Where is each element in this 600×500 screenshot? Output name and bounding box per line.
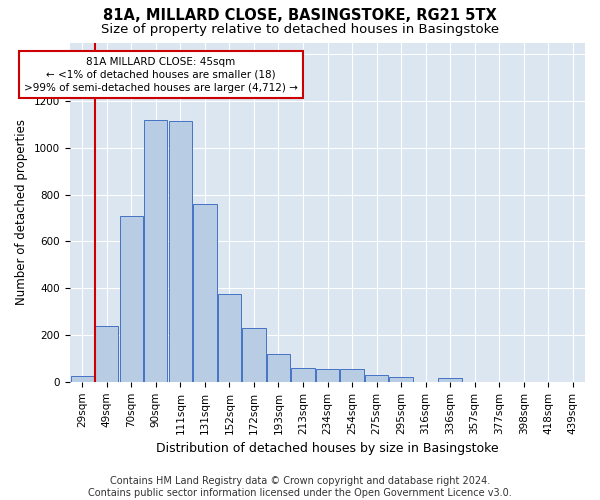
- Text: Contains HM Land Registry data © Crown copyright and database right 2024.
Contai: Contains HM Land Registry data © Crown c…: [88, 476, 512, 498]
- Bar: [169, 121, 192, 382]
- Bar: [292, 368, 314, 382]
- Bar: [389, 377, 413, 382]
- Bar: [267, 354, 290, 382]
- Bar: [119, 216, 143, 382]
- Bar: [218, 294, 241, 382]
- Bar: [365, 375, 388, 382]
- Text: Size of property relative to detached houses in Basingstoke: Size of property relative to detached ho…: [101, 22, 499, 36]
- Bar: [71, 376, 94, 382]
- Bar: [439, 378, 462, 382]
- Bar: [316, 369, 339, 382]
- Text: 81A, MILLARD CLOSE, BASINGSTOKE, RG21 5TX: 81A, MILLARD CLOSE, BASINGSTOKE, RG21 5T…: [103, 8, 497, 22]
- Bar: [340, 369, 364, 382]
- Y-axis label: Number of detached properties: Number of detached properties: [16, 119, 28, 305]
- Text: 81A MILLARD CLOSE: 45sqm
← <1% of detached houses are smaller (18)
>99% of semi-: 81A MILLARD CLOSE: 45sqm ← <1% of detach…: [24, 56, 298, 93]
- Bar: [242, 328, 266, 382]
- Bar: [193, 204, 217, 382]
- X-axis label: Distribution of detached houses by size in Basingstoke: Distribution of detached houses by size …: [156, 442, 499, 455]
- Bar: [95, 326, 118, 382]
- Bar: [144, 120, 167, 382]
